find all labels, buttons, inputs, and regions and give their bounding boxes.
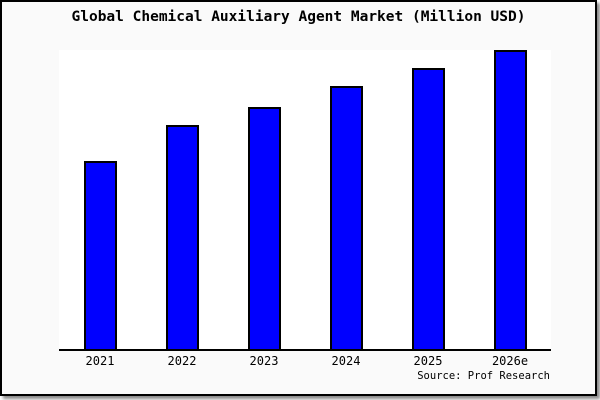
bars-container [59, 50, 551, 349]
x-tick-label: 2022 [167, 354, 197, 368]
plot-area [59, 50, 551, 351]
x-tick-label: 2025 [413, 354, 443, 368]
bar-2021 [83, 161, 117, 349]
bar-2025 [411, 68, 445, 349]
bar-2022 [165, 125, 199, 349]
x-tick-label: 2021 [85, 354, 115, 368]
bar-slot [141, 50, 223, 349]
x-tick-label: 2023 [249, 354, 279, 368]
bar-2026e [493, 50, 527, 349]
bar-slot [387, 50, 469, 349]
x-tick-label: 2024 [331, 354, 361, 368]
bar-slot [469, 50, 551, 349]
bar-slot [59, 50, 141, 349]
x-axis-labels: 2021 2022 2023 2024 2025 2026e [59, 354, 551, 368]
chart-title: Global Chemical Auxiliary Agent Market (… [71, 9, 526, 25]
bar-2023 [247, 107, 281, 349]
source-credit: Source: Prof Research [417, 370, 550, 382]
bar-2024 [329, 86, 363, 349]
x-tick-label: 2026e [491, 354, 529, 368]
bar-slot [305, 50, 387, 349]
bar-slot [223, 50, 305, 349]
